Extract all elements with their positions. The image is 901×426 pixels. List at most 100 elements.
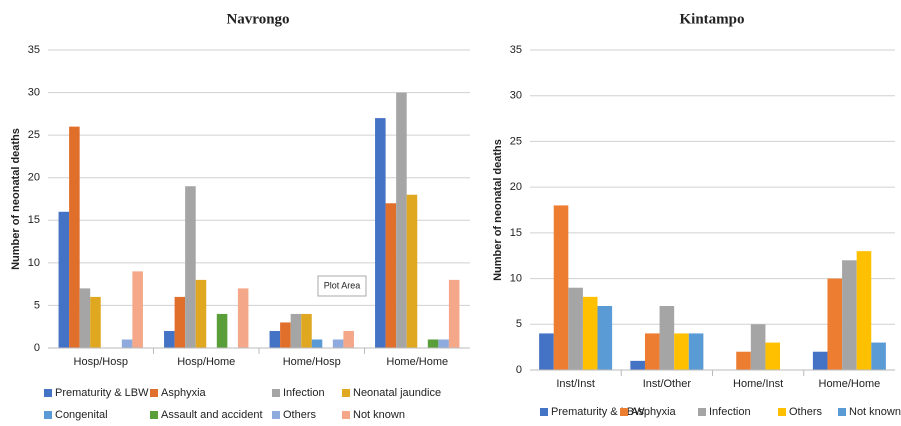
bar — [58, 211, 70, 348]
x-tick-label: Home/Home — [819, 378, 881, 390]
bar — [301, 313, 312, 348]
bar — [582, 296, 598, 370]
bar — [216, 313, 228, 348]
bar — [237, 288, 249, 348]
x-tick-label: Home/Hosp — [283, 356, 341, 368]
y-tick-label: 30 — [28, 86, 40, 98]
y-tick-label: 35 — [510, 44, 522, 56]
y-tick-label: 20 — [28, 172, 40, 184]
y-tick-label: 15 — [510, 227, 522, 239]
y-tick-label: 20 — [510, 181, 522, 193]
bar — [438, 339, 449, 348]
bar — [375, 118, 386, 348]
legend-swatch — [44, 389, 52, 397]
legend-label: Infection — [709, 406, 751, 418]
y-tick-label: 15 — [28, 214, 40, 226]
legend-swatch — [540, 408, 548, 416]
bar — [396, 92, 407, 348]
bar — [132, 271, 143, 348]
bar — [736, 351, 751, 370]
y-tick-label: 10 — [510, 272, 522, 284]
legend-swatch — [342, 389, 350, 397]
bar — [644, 333, 660, 370]
legend-swatch — [272, 389, 280, 397]
bar — [385, 203, 397, 348]
bar — [269, 330, 281, 348]
legend-swatch — [620, 408, 628, 416]
bar — [343, 330, 354, 348]
y-tick-label: 25 — [28, 129, 40, 141]
legend-label: Others — [789, 406, 823, 418]
bar — [688, 333, 704, 370]
bar — [121, 339, 133, 348]
legend-swatch — [342, 411, 350, 419]
bar — [79, 288, 91, 348]
bar — [568, 287, 583, 370]
legend-label: Assault and accident — [161, 409, 263, 421]
x-tick-label: Hosp/Home — [177, 356, 235, 368]
legend-swatch — [272, 411, 280, 419]
bar — [311, 339, 323, 348]
bar — [659, 306, 675, 370]
legend-label: Asphyxia — [161, 387, 207, 399]
legend-label: Not known — [353, 409, 405, 421]
bar — [174, 296, 186, 348]
bar — [195, 279, 207, 348]
legend-swatch — [778, 408, 786, 416]
legend-label: Congenital — [55, 409, 108, 421]
x-tick-label: Home/Inst — [733, 378, 783, 390]
chart-title: Navrongo — [226, 11, 289, 27]
bar — [597, 306, 613, 370]
chart-title: Kintampo — [679, 11, 744, 27]
legend-swatch — [150, 411, 158, 419]
bar — [630, 360, 645, 370]
bar — [674, 333, 689, 370]
bar — [185, 186, 196, 348]
y-axis-label: Number of neonatal deaths — [10, 128, 22, 270]
y-axis-label: Number of neonatal deaths — [492, 139, 504, 281]
bar — [69, 126, 80, 348]
bar — [406, 194, 418, 348]
y-tick-label: 0 — [516, 364, 522, 376]
y-tick-label: 30 — [510, 90, 522, 102]
tooltip-box — [317, 275, 367, 297]
bar — [90, 296, 101, 348]
bar — [856, 251, 872, 370]
tooltip: Plot Area — [324, 280, 361, 290]
y-tick-label: 25 — [510, 135, 522, 147]
bar — [553, 205, 569, 370]
x-tick-label: Hosp/Hosp — [74, 356, 128, 368]
y-tick-label: 5 — [34, 299, 40, 311]
bar — [290, 313, 302, 348]
x-tick-label: Home/Home — [386, 356, 448, 368]
legend-swatch — [698, 408, 706, 416]
bar — [164, 330, 175, 348]
y-tick-label: 10 — [28, 257, 40, 269]
y-tick-label: 35 — [28, 44, 40, 56]
legend-swatch — [838, 408, 846, 416]
legend-label: Neonatal jaundice — [353, 387, 441, 399]
bar — [750, 324, 766, 370]
y-tick-label: 5 — [516, 318, 522, 330]
legend-swatch — [150, 389, 158, 397]
legend-label: Infection — [283, 387, 325, 399]
legend-label: Prematurity & LBW — [55, 387, 149, 399]
legend-label: Not known — [849, 406, 901, 418]
bar — [332, 339, 344, 348]
legend-label: Others — [283, 409, 317, 421]
bar — [427, 339, 439, 348]
x-tick-label: Inst/Other — [643, 378, 692, 390]
bar — [842, 260, 857, 370]
bar — [448, 279, 460, 348]
bar — [539, 333, 554, 370]
bar — [765, 342, 781, 370]
x-tick-label: Inst/Inst — [556, 378, 595, 390]
legend-label: Asphyxia — [631, 406, 677, 418]
y-tick-label: 0 — [34, 342, 40, 354]
bar — [812, 351, 828, 370]
legend-swatch — [44, 411, 52, 419]
bar — [827, 278, 843, 370]
bar — [280, 322, 291, 348]
